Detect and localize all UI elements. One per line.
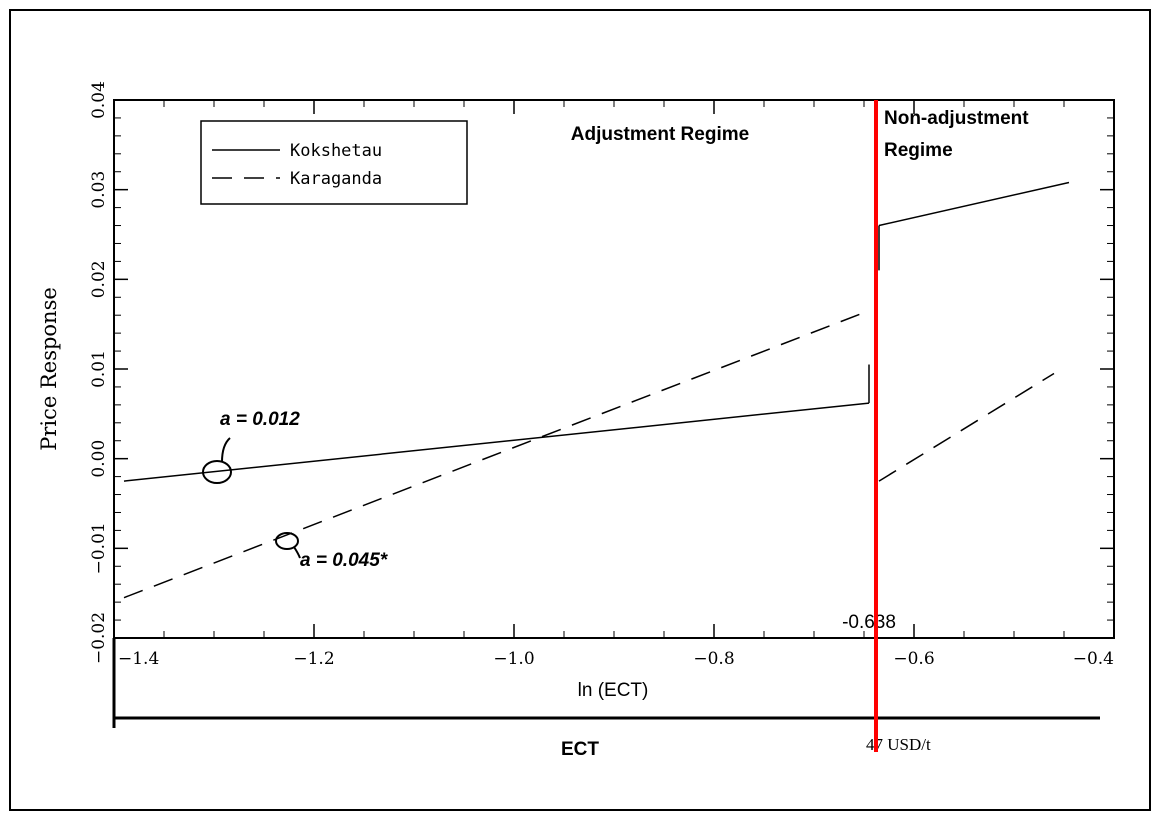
axis-ticks	[113, 99, 1115, 639]
annotation-a-kokshetau: a = 0.012	[202, 409, 300, 484]
annotation-circle-karaganda	[275, 532, 299, 550]
legend-label-karaganda: Karaganda	[290, 169, 382, 189]
x-tick-label: −0.8	[693, 649, 734, 669]
x-tick-label: −1.4	[118, 649, 159, 669]
x-axis-label: ln (ECT)	[578, 680, 649, 701]
series-karaganda-segment	[878, 372, 1055, 482]
legend-box	[200, 120, 468, 205]
non-adjustment-regime-label-line1: Non-adjustment	[884, 108, 1029, 129]
annotation-pointer-karaganda	[293, 546, 301, 559]
adjustment-regime-label: Adjustment Regime	[571, 124, 749, 145]
y-tick-label: 0.02	[89, 260, 109, 298]
series-kokshetau-segment	[878, 181, 1070, 227]
series-kokshetau-segment	[123, 402, 870, 482]
annotation-pointer-kokshetau	[221, 437, 231, 463]
y-axis-label: Price Response	[37, 287, 61, 451]
y-tick-label: 0.04	[89, 81, 109, 119]
y-tick-label: −0.01	[89, 522, 109, 574]
legend-label-kokshetau: Kokshetau	[290, 141, 382, 161]
legend: Kokshetau Karaganda	[200, 120, 468, 205]
annotation-text-kokshetau: a = 0.012	[220, 409, 300, 430]
x-tick-label: −0.6	[893, 649, 934, 669]
annotation-a-karaganda: a = 0.045*	[275, 532, 389, 571]
outer-frame	[9, 9, 1151, 811]
annotation-text-karaganda: a = 0.045*	[300, 550, 389, 571]
x-tick-label: −1.0	[493, 649, 534, 669]
threshold-value-label: -0.638	[842, 612, 896, 633]
x-tick-label: −1.2	[293, 649, 334, 669]
series-group	[123, 181, 1070, 599]
ect-axis-label: ECT	[561, 739, 599, 760]
x-tick-label: −0.4	[1073, 649, 1114, 669]
threshold-usd-label: 47 USD/t	[866, 735, 931, 754]
y-tick-label: −0.02	[89, 612, 109, 664]
axis-tick-labels: −0.02 −0.01 0.00 0.01 0.02 0.03 0.04 −1.4 −1.2 −1…	[89, 81, 1114, 669]
y-tick-label: 0.03	[89, 171, 109, 209]
series-karaganda-segment	[123, 310, 870, 599]
y-tick-label: 0.00	[89, 440, 109, 478]
y-tick-label: 0.01	[89, 350, 109, 388]
non-adjustment-regime-label-line2: Regime	[884, 140, 953, 161]
annotation-circle-kokshetau	[202, 460, 232, 484]
